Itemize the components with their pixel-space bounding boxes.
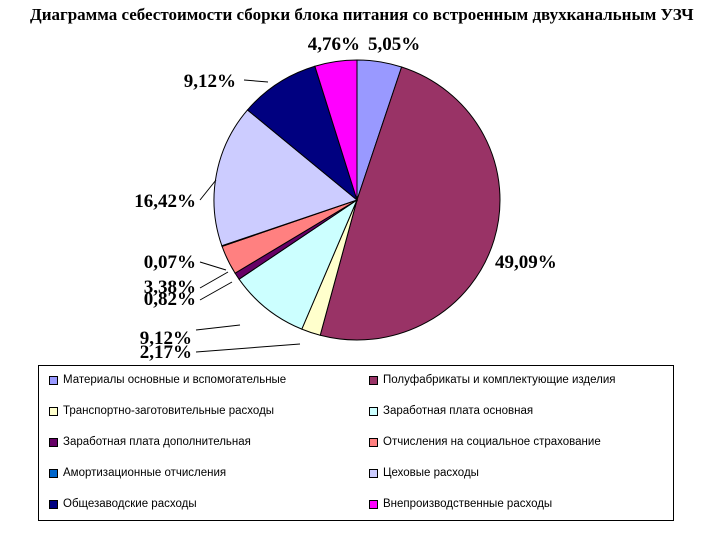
data-label: 0,82% xyxy=(144,289,196,310)
data-label: 0,07% xyxy=(144,252,196,273)
legend: Материалы основные и вспомогательные Полу… xyxy=(38,365,674,521)
legend-swatch xyxy=(369,499,378,509)
legend-swatch xyxy=(369,406,378,416)
legend-item: Материалы основные и вспомогательные xyxy=(49,374,286,386)
legend-item: Цеховые расходы xyxy=(369,467,479,479)
legend-label: Цеховые расходы xyxy=(383,467,479,479)
pie-slice xyxy=(246,65,358,202)
legend-label: Транспортно-заготовительные расходы xyxy=(63,405,275,417)
pie-slice xyxy=(314,59,358,201)
legend-item: Общезаводские расходы xyxy=(49,498,197,510)
legend-swatch xyxy=(369,468,378,478)
legend-item: Полуфабрикаты и комплектующие изделия xyxy=(369,374,616,386)
legend-label: Отчисления на социальное страхование xyxy=(383,436,601,448)
pie-slice xyxy=(238,198,359,330)
legend-swatch xyxy=(49,375,58,385)
data-label: 9,12% xyxy=(140,328,192,349)
legend-swatch xyxy=(49,499,58,509)
leader-line xyxy=(243,79,269,83)
data-label: 2,17% xyxy=(140,342,192,363)
leader-line xyxy=(195,343,301,353)
data-label: 3,38% xyxy=(144,277,196,298)
legend-label: Заработная плата основная xyxy=(383,405,534,417)
legend-swatch xyxy=(369,437,378,447)
pie-chart: 5,05%49,09%2,17%9,12%0,82%3,38%0,07%16,4… xyxy=(134,34,557,363)
legend-label: Общезаводские расходы xyxy=(63,498,197,510)
pie-slice xyxy=(319,66,501,341)
leader-line xyxy=(199,281,233,301)
data-label: 9,12% xyxy=(184,71,236,92)
legend-swatch xyxy=(49,437,58,447)
chart-title: Диаграмма себестоимости сборки блока пит… xyxy=(30,5,694,24)
data-label: 49,09% xyxy=(495,252,557,273)
leader-line xyxy=(195,324,241,331)
legend-label: Амортизационные отчисления xyxy=(63,467,227,479)
legend-label: Внепроизводственные расходы xyxy=(383,498,553,510)
data-label: 4,76% xyxy=(308,34,360,55)
legend-item: Заработная плата дополнительная xyxy=(49,436,251,448)
legend-item: Внепроизводственные расходы xyxy=(369,498,552,510)
pie-slice xyxy=(213,109,359,247)
legend-label: Материалы основные и вспомогательные xyxy=(63,374,287,386)
legend-label: Полуфабрикаты и комплектующие изделия xyxy=(383,374,616,386)
leader-line xyxy=(199,261,227,271)
legend-swatch xyxy=(369,375,378,385)
data-label: 5,05% xyxy=(368,34,420,55)
legend-item: Отчисления на социальное страхование xyxy=(369,436,601,448)
legend-item: Заработная плата основная xyxy=(369,405,533,417)
legend-item: Амортизационные отчисления xyxy=(49,467,226,479)
data-label: 16,42% xyxy=(134,191,196,212)
legend-swatch xyxy=(49,406,58,416)
legend-swatch xyxy=(49,468,58,478)
legend-item: Транспортно-заготовительные расходы xyxy=(49,405,274,417)
legend-label: Заработная плата дополнительная xyxy=(63,436,251,448)
leader-line xyxy=(199,271,229,289)
leader-line xyxy=(199,179,217,201)
